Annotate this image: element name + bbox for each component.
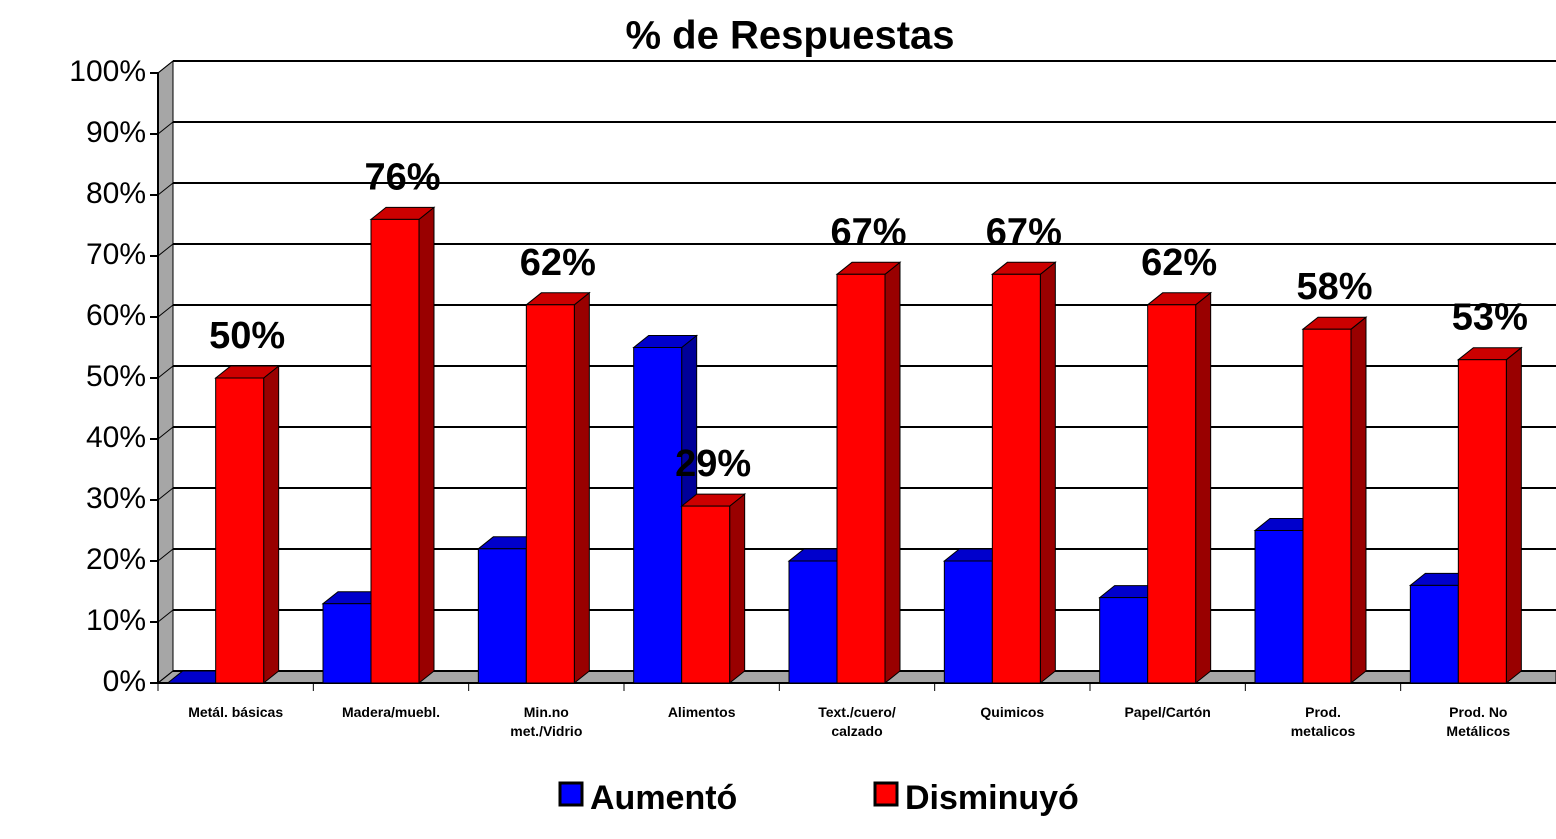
bar	[215, 377, 265, 684]
grid-line-wall	[157, 243, 174, 257]
bar	[681, 505, 731, 684]
x-tick-label: Alimentos	[667, 704, 736, 720]
x-tick-label: Prod. No Metálicos	[1446, 704, 1511, 739]
x-tick-label: Papel/Cartón	[1124, 704, 1211, 720]
chart-title: % de Respuestas	[625, 14, 954, 58]
data-label: 62%	[1141, 242, 1217, 284]
data-label: 50%	[209, 315, 285, 357]
y-tick-label: 50%	[86, 360, 146, 393]
grid-line-wall	[157, 487, 174, 501]
bar	[788, 560, 838, 684]
legend-label: Aumentó	[590, 779, 737, 817]
grid-line-wall	[157, 60, 174, 74]
bar	[1147, 304, 1197, 684]
bar	[1457, 359, 1507, 684]
y-tick-label: 40%	[86, 421, 146, 454]
x-tick-label: Quimicos	[980, 704, 1045, 720]
bar-side	[884, 261, 901, 685]
data-label: 29%	[675, 443, 751, 485]
bar-side	[1505, 346, 1522, 685]
grid-line-wall	[157, 182, 174, 196]
y-tick-label: 30%	[86, 482, 146, 515]
y-tick-label: 60%	[86, 299, 146, 332]
grid-line-wall	[157, 548, 174, 562]
bar	[1254, 530, 1304, 684]
bar	[943, 560, 993, 684]
bar-side	[573, 291, 590, 685]
legend-swatch	[873, 781, 899, 807]
y-tick-label: 10%	[86, 604, 146, 637]
y-tick-label: 20%	[86, 543, 146, 576]
bar	[1099, 597, 1149, 684]
bar	[525, 304, 575, 684]
x-tick-label: Metál. básicas	[188, 704, 284, 720]
grid-line-wall	[157, 121, 174, 135]
y-tick-label: 80%	[86, 177, 146, 210]
bar-side	[1039, 261, 1056, 685]
bar	[370, 218, 420, 684]
bar	[836, 273, 886, 684]
bar-side	[1350, 316, 1367, 685]
x-tick-label: Min.no met./Vidrio	[510, 704, 583, 739]
y-tick-label: 100%	[69, 55, 146, 88]
bar	[991, 273, 1041, 684]
legend-label: Disminuyó	[905, 779, 1079, 817]
bar-side	[418, 206, 435, 685]
grid-line-wall	[157, 670, 174, 684]
data-label: 53%	[1452, 297, 1528, 339]
bar	[1409, 584, 1459, 684]
y-tick-label: 90%	[86, 116, 146, 149]
bar-side	[263, 364, 280, 685]
bar	[633, 347, 683, 684]
y-tick-label: 0%	[103, 665, 146, 698]
y-tick-label: 70%	[86, 238, 146, 271]
bar	[322, 603, 372, 684]
data-label: 67%	[986, 211, 1062, 253]
data-label: 76%	[364, 156, 440, 198]
data-label: 67%	[830, 211, 906, 253]
bar	[477, 548, 527, 684]
x-tick-label: Text./cuero/ calzado	[818, 704, 896, 739]
data-label: 62%	[520, 242, 596, 284]
grid-line-wall	[157, 426, 174, 440]
grid-line-wall	[157, 304, 174, 318]
grid-line-wall	[157, 609, 174, 623]
bar-side	[729, 493, 746, 685]
x-tick-label: Prod. metalicos	[1290, 704, 1356, 739]
legend-swatch	[558, 781, 584, 807]
x-tick-label: Madera/muebl.	[341, 704, 441, 720]
bar	[1302, 328, 1352, 684]
bar-side	[1195, 291, 1212, 685]
data-label: 58%	[1296, 266, 1372, 308]
grid-line-wall	[157, 365, 174, 379]
